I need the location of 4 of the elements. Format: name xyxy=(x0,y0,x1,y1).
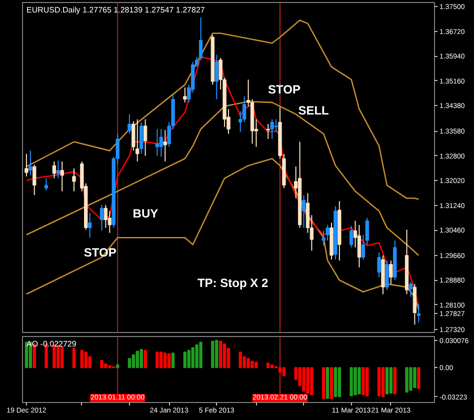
annotation: BUY xyxy=(132,206,158,221)
annotation: TP: Stop X 2 xyxy=(197,276,268,290)
chart-title: AO -0.022729 xyxy=(26,340,77,348)
annotation: SELL xyxy=(298,103,329,118)
